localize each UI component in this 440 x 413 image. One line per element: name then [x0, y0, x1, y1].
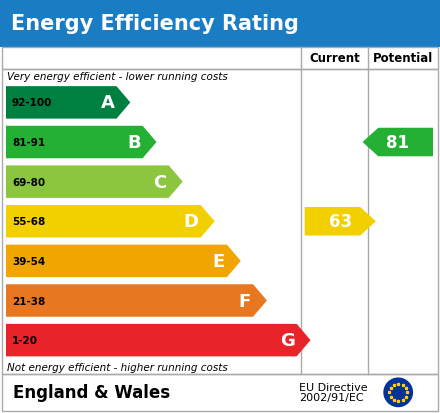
- Text: EU Directive: EU Directive: [299, 382, 368, 392]
- Bar: [2, 47, 438, 70]
- Text: E: E: [213, 252, 225, 270]
- Text: 92-100: 92-100: [12, 98, 52, 108]
- Text: A: A: [101, 94, 114, 112]
- Polygon shape: [6, 87, 130, 119]
- Polygon shape: [6, 206, 215, 238]
- Text: Current: Current: [309, 52, 360, 65]
- Text: 81: 81: [386, 134, 409, 152]
- Text: 55-68: 55-68: [12, 217, 45, 227]
- Polygon shape: [6, 324, 311, 356]
- Text: Energy Efficiency Rating: Energy Efficiency Rating: [11, 14, 299, 34]
- Bar: [0, 0, 440, 47]
- Text: 1-20: 1-20: [12, 335, 38, 345]
- Text: G: G: [280, 331, 295, 349]
- Polygon shape: [6, 245, 241, 278]
- Polygon shape: [304, 207, 376, 236]
- Bar: [2, 374, 438, 411]
- Text: Very energy efficient - lower running costs: Very energy efficient - lower running co…: [7, 71, 228, 81]
- Polygon shape: [363, 128, 433, 157]
- Text: 2002/91/EC: 2002/91/EC: [299, 392, 364, 402]
- Text: 39-54: 39-54: [12, 256, 45, 266]
- Text: B: B: [127, 134, 141, 152]
- Bar: [2, 70, 438, 374]
- Polygon shape: [6, 126, 157, 159]
- Text: 21-38: 21-38: [12, 296, 45, 306]
- Text: England & Wales: England & Wales: [13, 383, 170, 401]
- Text: C: C: [154, 173, 167, 191]
- Text: Not energy efficient - higher running costs: Not energy efficient - higher running co…: [7, 362, 228, 372]
- Text: 69-80: 69-80: [12, 177, 45, 187]
- Polygon shape: [6, 166, 183, 198]
- Polygon shape: [6, 285, 267, 317]
- Text: D: D: [184, 213, 199, 231]
- Text: F: F: [239, 292, 251, 310]
- Text: Potential: Potential: [373, 52, 433, 65]
- Text: 81-91: 81-91: [12, 138, 45, 148]
- Text: 63: 63: [329, 213, 352, 231]
- Circle shape: [384, 378, 412, 406]
